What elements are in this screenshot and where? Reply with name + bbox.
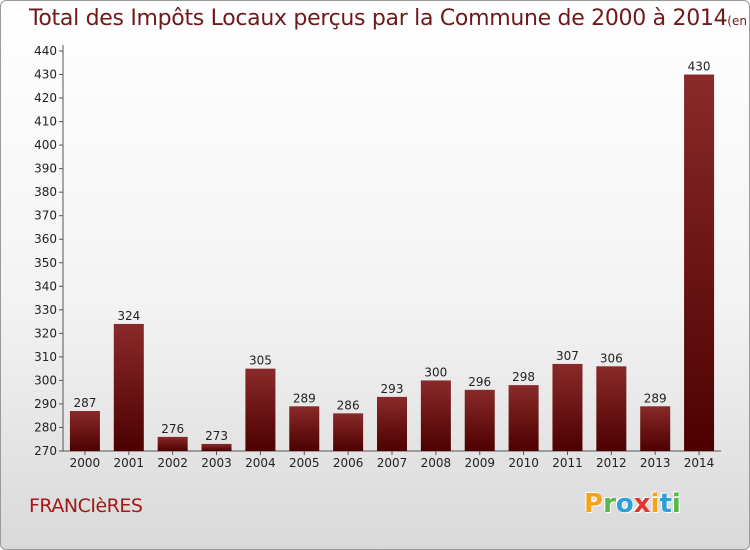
- bar-2005: [289, 406, 320, 451]
- logo-letter: P: [584, 489, 604, 519]
- chart-title-main: Total des Impôts Locaux perçus par la Co…: [29, 6, 728, 31]
- bar-value-label: 307: [556, 349, 579, 363]
- bar-2008: [420, 380, 451, 451]
- bar-2000: [69, 411, 100, 451]
- chart-subtitle: (en milliers d'€): [727, 14, 749, 28]
- x-tick-label: 2004: [245, 456, 276, 470]
- bar-value-label: 286: [337, 398, 360, 412]
- bar-2002: [157, 436, 188, 451]
- bar-value-label: 324: [117, 309, 140, 323]
- bar-value-label: 305: [249, 354, 272, 368]
- bar-value-label: 289: [644, 391, 667, 405]
- y-tick-label: 320: [34, 326, 57, 340]
- y-tick-label: 280: [34, 420, 57, 434]
- x-tick-label: 2014: [684, 456, 715, 470]
- y-tick-label: 430: [34, 68, 57, 82]
- bar-value-label: 296: [468, 375, 491, 389]
- bar-2009: [464, 389, 495, 451]
- y-tick-label: 290: [34, 397, 57, 411]
- logo-letter: i: [671, 489, 681, 519]
- y-tick-label: 400: [34, 138, 57, 152]
- x-tick-label: 2006: [333, 456, 364, 470]
- x-tick-label: 2003: [201, 456, 232, 470]
- y-tick-label: 420: [34, 91, 57, 105]
- bar-2011: [552, 363, 583, 451]
- bar-value-label: 287: [73, 396, 96, 410]
- y-tick-label: 300: [34, 373, 57, 387]
- y-tick-label: 440: [34, 44, 57, 58]
- bar-2007: [377, 396, 407, 451]
- x-tick-label: 2002: [157, 456, 188, 470]
- x-tick-label: 2001: [114, 456, 145, 470]
- bar-value-label: 306: [600, 351, 623, 365]
- logo-letter: t: [659, 489, 672, 519]
- y-tick-label: 310: [34, 350, 57, 364]
- chart-title: Total des Impôts Locaux perçus par la Co…: [29, 6, 749, 31]
- y-tick-label: 330: [34, 303, 57, 317]
- bar-value-label: 300: [424, 365, 447, 379]
- proxiti-logo: Proxiti: [584, 489, 681, 519]
- bar-2006: [333, 413, 364, 451]
- bar-2004: [245, 368, 276, 451]
- y-tick-label: 270: [34, 444, 57, 458]
- x-tick-label: 2011: [552, 456, 583, 470]
- bar-2012: [596, 366, 627, 451]
- y-tick-label: 410: [34, 115, 57, 129]
- x-tick-label: 2013: [640, 456, 671, 470]
- y-tick-label: 370: [34, 209, 57, 223]
- logo-letter: o: [615, 489, 634, 519]
- y-tick-label: 350: [34, 256, 57, 270]
- x-tick-label: 2005: [289, 456, 320, 470]
- bar-value-label: 289: [293, 391, 316, 405]
- x-tick-label: 2010: [508, 456, 539, 470]
- bar-2003: [201, 443, 232, 451]
- bar-2014: [684, 74, 715, 451]
- bar-value-label: 293: [381, 382, 404, 396]
- logo-letter: r: [603, 489, 616, 519]
- commune-name: FRANCIèRES: [29, 495, 143, 517]
- y-tick-label: 360: [34, 232, 57, 246]
- x-tick-label: 2007: [377, 456, 408, 470]
- bar-value-label: 273: [205, 429, 228, 443]
- bar-value-label: 430: [688, 60, 711, 74]
- bar-2013: [640, 406, 671, 451]
- x-tick-label: 2008: [421, 456, 452, 470]
- y-tick-label: 340: [34, 279, 57, 293]
- x-tick-label: 2009: [464, 456, 495, 470]
- bar-2001: [113, 323, 144, 451]
- logo-letter: i: [650, 489, 660, 519]
- x-tick-label: 2012: [596, 456, 627, 470]
- x-tick-label: 2000: [70, 456, 101, 470]
- y-tick-label: 380: [34, 185, 57, 199]
- bar-value-label: 298: [512, 370, 535, 384]
- logo-letter: x: [633, 489, 651, 519]
- bar-value-label: 276: [161, 422, 184, 436]
- y-tick-label: 390: [34, 162, 57, 176]
- bar-2010: [508, 385, 539, 451]
